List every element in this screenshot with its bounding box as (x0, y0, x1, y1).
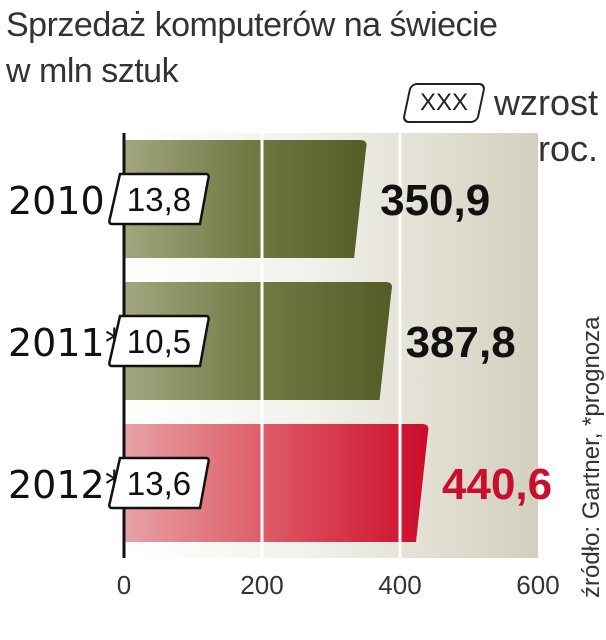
bar (124, 140, 367, 258)
chart-title: Sprzedaż komputerów na świecie w mln szt… (6, 2, 498, 94)
legend-row: XXX wzrost (401, 82, 598, 124)
category-label: 2010 (8, 179, 105, 223)
growth-label: 10,5 (127, 323, 191, 360)
value-label: 387,8 (406, 318, 516, 367)
value-label: 440,6 (442, 460, 552, 509)
x-tick-label: 600 (516, 570, 559, 600)
category-label: 2011* (8, 321, 124, 365)
growth-badge (108, 314, 210, 368)
x-tick-label: 200 (240, 570, 283, 600)
x-axis-ticks: 0 200 400 600 (117, 570, 560, 600)
value-label: 350,9 (380, 176, 490, 225)
bars (124, 140, 429, 542)
growth-label: 13,6 (127, 465, 191, 502)
source-note: źródło: Gartner, *prognoza (578, 316, 605, 599)
category-label: 2012* (8, 463, 124, 507)
growth-badge (108, 172, 210, 226)
bar (124, 282, 392, 400)
bar (124, 424, 429, 542)
x-tick-label: 0 (117, 570, 131, 600)
legend-label-line-1: wzrost (493, 82, 598, 123)
growth-badge (108, 456, 210, 510)
labels: 2010 13,8 350,9 2011* 10,5 387,8 2012* 13,6 440,… (8, 172, 552, 510)
title-line-1: Sprzedaż komputerów na świecie (6, 6, 498, 44)
x-tick-label: 400 (378, 570, 421, 600)
growth-label: 13,8 (127, 181, 191, 218)
title-line-2: w mln sztuk (6, 52, 179, 90)
